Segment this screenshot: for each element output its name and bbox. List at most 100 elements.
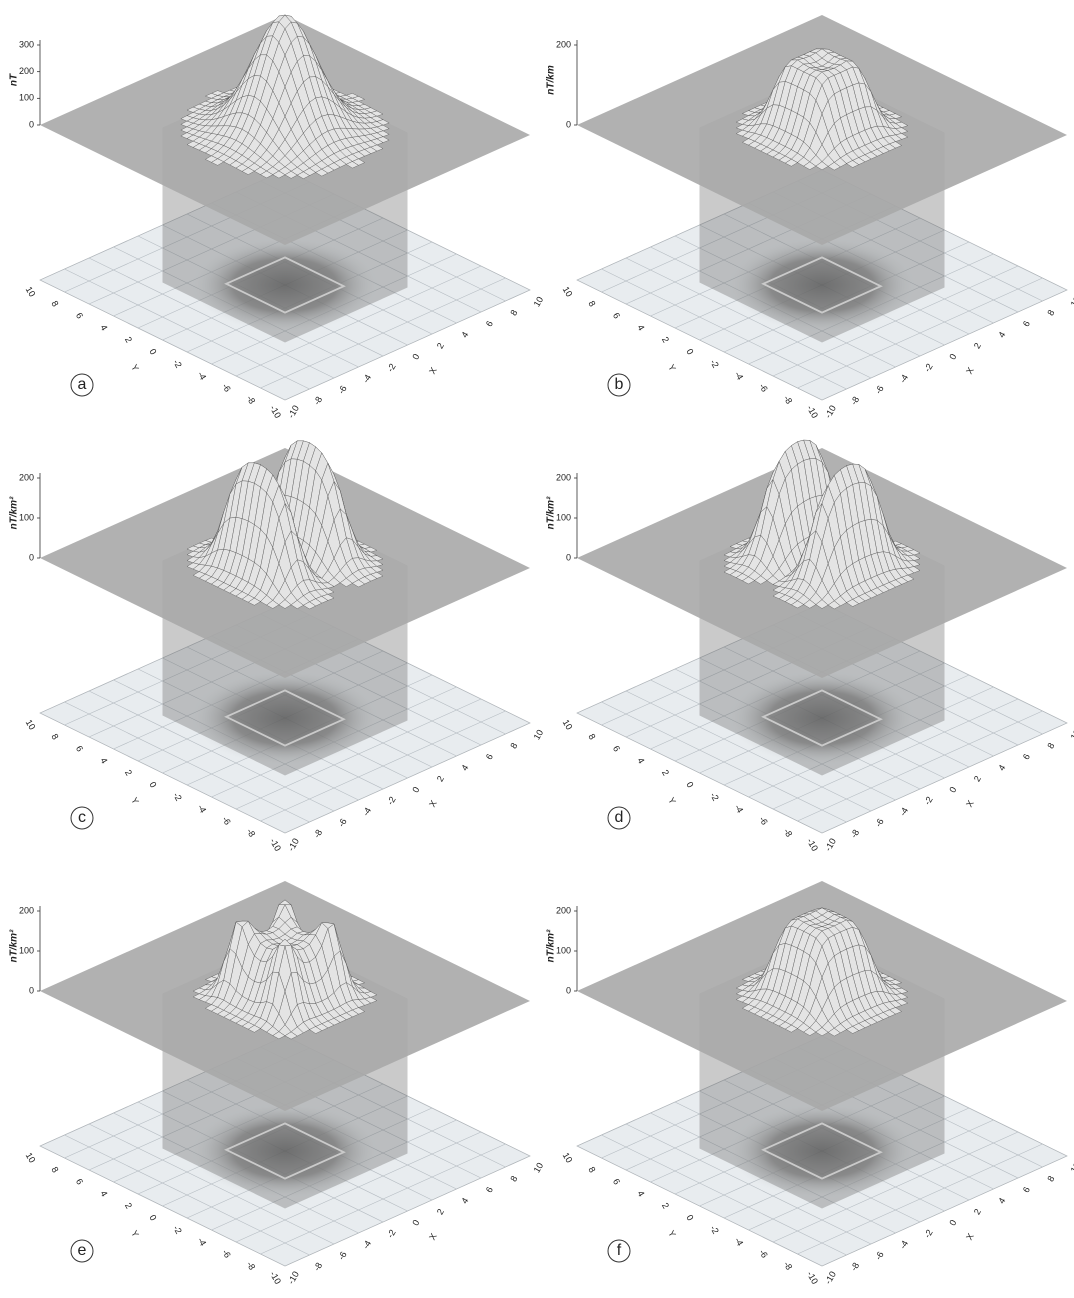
y-tick-label: 4 xyxy=(98,756,109,765)
y-axis-label: Y xyxy=(129,1229,141,1239)
y-tick-label: -2 xyxy=(171,358,184,370)
x-tick-label: -6 xyxy=(336,1250,349,1262)
x-tick-label: -4 xyxy=(898,373,911,385)
panel: 0100200nT/km²1086420-2-4-6-8-10-10-8-6-4… xyxy=(9,881,546,1286)
y-tick-label: -10 xyxy=(805,1270,820,1286)
y-tick-label: 2 xyxy=(123,335,134,344)
y-tick-label: -10 xyxy=(268,837,283,853)
y-tick-label: 10 xyxy=(561,285,575,299)
y-tick-label: -8 xyxy=(245,394,258,406)
x-tick-label: 0 xyxy=(410,785,421,794)
z-axis-label: nT xyxy=(9,73,20,86)
y-tick-label: 10 xyxy=(24,718,38,732)
x-tick-label: -10 xyxy=(286,404,301,420)
x-tick-label: 6 xyxy=(1021,319,1032,328)
x-tick-label: 10 xyxy=(532,295,546,309)
x-tick-label: 4 xyxy=(996,1196,1007,1205)
z-axis-label: nT/km² xyxy=(9,929,20,962)
x-tick-label: 0 xyxy=(947,352,958,361)
panel-letter: e xyxy=(78,1242,87,1259)
x-tick-label: 2 xyxy=(972,341,983,350)
x-axis-label: X xyxy=(427,366,439,376)
x-tick-label: 6 xyxy=(1021,752,1032,761)
y-tick-label: 2 xyxy=(660,335,671,344)
y-axis-label: Y xyxy=(129,363,141,373)
y-tick-label: -4 xyxy=(733,370,746,382)
y-tick-label: -4 xyxy=(196,803,209,815)
z-tick-label: 200 xyxy=(19,66,34,76)
y-axis-label: Y xyxy=(666,796,678,806)
y-tick-label: 0 xyxy=(684,1213,695,1222)
y-tick-label: 6 xyxy=(611,311,622,320)
y-tick-label: -6 xyxy=(757,1248,770,1260)
z-tick-label: 100 xyxy=(19,512,34,522)
y-tick-label: 0 xyxy=(147,780,158,789)
y-tick-label: -10 xyxy=(268,1270,283,1286)
y-tick-label: -2 xyxy=(171,1224,184,1236)
y-tick-label: 8 xyxy=(49,299,60,308)
x-tick-label: -8 xyxy=(849,395,862,407)
x-tick-label: 8 xyxy=(1045,741,1056,750)
x-tick-label: -8 xyxy=(312,395,325,407)
y-tick-label: 4 xyxy=(635,756,646,765)
x-tick-label: -8 xyxy=(849,1261,862,1273)
x-tick-label: -4 xyxy=(898,806,911,818)
x-tick-label: -2 xyxy=(922,1228,935,1240)
x-tick-label: -6 xyxy=(873,1250,886,1262)
y-tick-label: 10 xyxy=(24,285,38,299)
y-tick-label: 8 xyxy=(586,732,597,741)
y-tick-label: 4 xyxy=(635,1189,646,1198)
x-tick-label: 10 xyxy=(532,728,546,742)
x-tick-label: 10 xyxy=(1069,728,1074,742)
y-tick-label: -8 xyxy=(782,1260,795,1272)
panel: 0200nT/km1086420-2-4-6-8-10-10-8-6-4-202… xyxy=(546,15,1074,420)
z-tick-label: 100 xyxy=(19,945,34,955)
x-tick-label: 10 xyxy=(532,1161,546,1175)
y-tick-label: -6 xyxy=(220,382,233,394)
x-tick-label: 6 xyxy=(484,752,495,761)
y-tick-label: -4 xyxy=(733,803,746,815)
y-axis-label: Y xyxy=(666,363,678,373)
x-tick-label: -8 xyxy=(312,828,325,840)
x-tick-label: -10 xyxy=(823,837,838,853)
y-tick-label: -10 xyxy=(805,404,820,420)
x-tick-label: -8 xyxy=(849,828,862,840)
x-tick-label: -6 xyxy=(873,384,886,396)
x-tick-label: -4 xyxy=(361,373,374,385)
x-tick-label: 2 xyxy=(435,341,446,350)
x-tick-label: -4 xyxy=(361,1239,374,1251)
y-tick-label: 2 xyxy=(660,1201,671,1210)
y-axis-label: Y xyxy=(666,1229,678,1239)
z-tick-label: 0 xyxy=(566,985,571,995)
panel-letter: d xyxy=(615,809,624,826)
y-tick-label: -6 xyxy=(757,815,770,827)
z-tick-label: 200 xyxy=(19,905,34,915)
z-axis-label: nT/km² xyxy=(546,496,557,529)
y-tick-label: -6 xyxy=(220,1248,233,1260)
z-tick-label: 200 xyxy=(556,39,571,49)
y-tick-label: -4 xyxy=(733,1236,746,1248)
x-tick-label: -2 xyxy=(385,795,398,807)
y-tick-label: 4 xyxy=(98,323,109,332)
figure: 0100200300nT1086420-2-4-6-8-10-10-8-6-4-… xyxy=(0,0,1074,1298)
x-tick-label: -2 xyxy=(385,362,398,374)
y-tick-label: -8 xyxy=(245,1260,258,1272)
y-tick-label: -6 xyxy=(757,382,770,394)
page: {"panels":[ {"label":"a","z_label":"nT",… xyxy=(0,0,1074,1298)
panel: 0100200nT/km²1086420-2-4-6-8-10-10-8-6-4… xyxy=(546,440,1074,853)
y-tick-label: 4 xyxy=(98,1189,109,1198)
x-axis-label: X xyxy=(964,799,976,809)
x-tick-label: -6 xyxy=(336,384,349,396)
y-tick-label: -6 xyxy=(220,815,233,827)
y-tick-label: 8 xyxy=(586,299,597,308)
panel: 0100200nT/km²1086420-2-4-6-8-10-10-8-6-4… xyxy=(546,881,1074,1286)
y-tick-label: 6 xyxy=(611,744,622,753)
y-tick-label: -10 xyxy=(805,837,820,853)
y-tick-label: -2 xyxy=(708,1224,721,1236)
x-tick-label: 6 xyxy=(1021,1185,1032,1194)
y-tick-label: 6 xyxy=(74,744,85,753)
y-tick-label: -8 xyxy=(782,827,795,839)
x-tick-label: 0 xyxy=(947,1218,958,1227)
x-tick-label: -2 xyxy=(922,795,935,807)
panel-letter: a xyxy=(78,376,87,393)
